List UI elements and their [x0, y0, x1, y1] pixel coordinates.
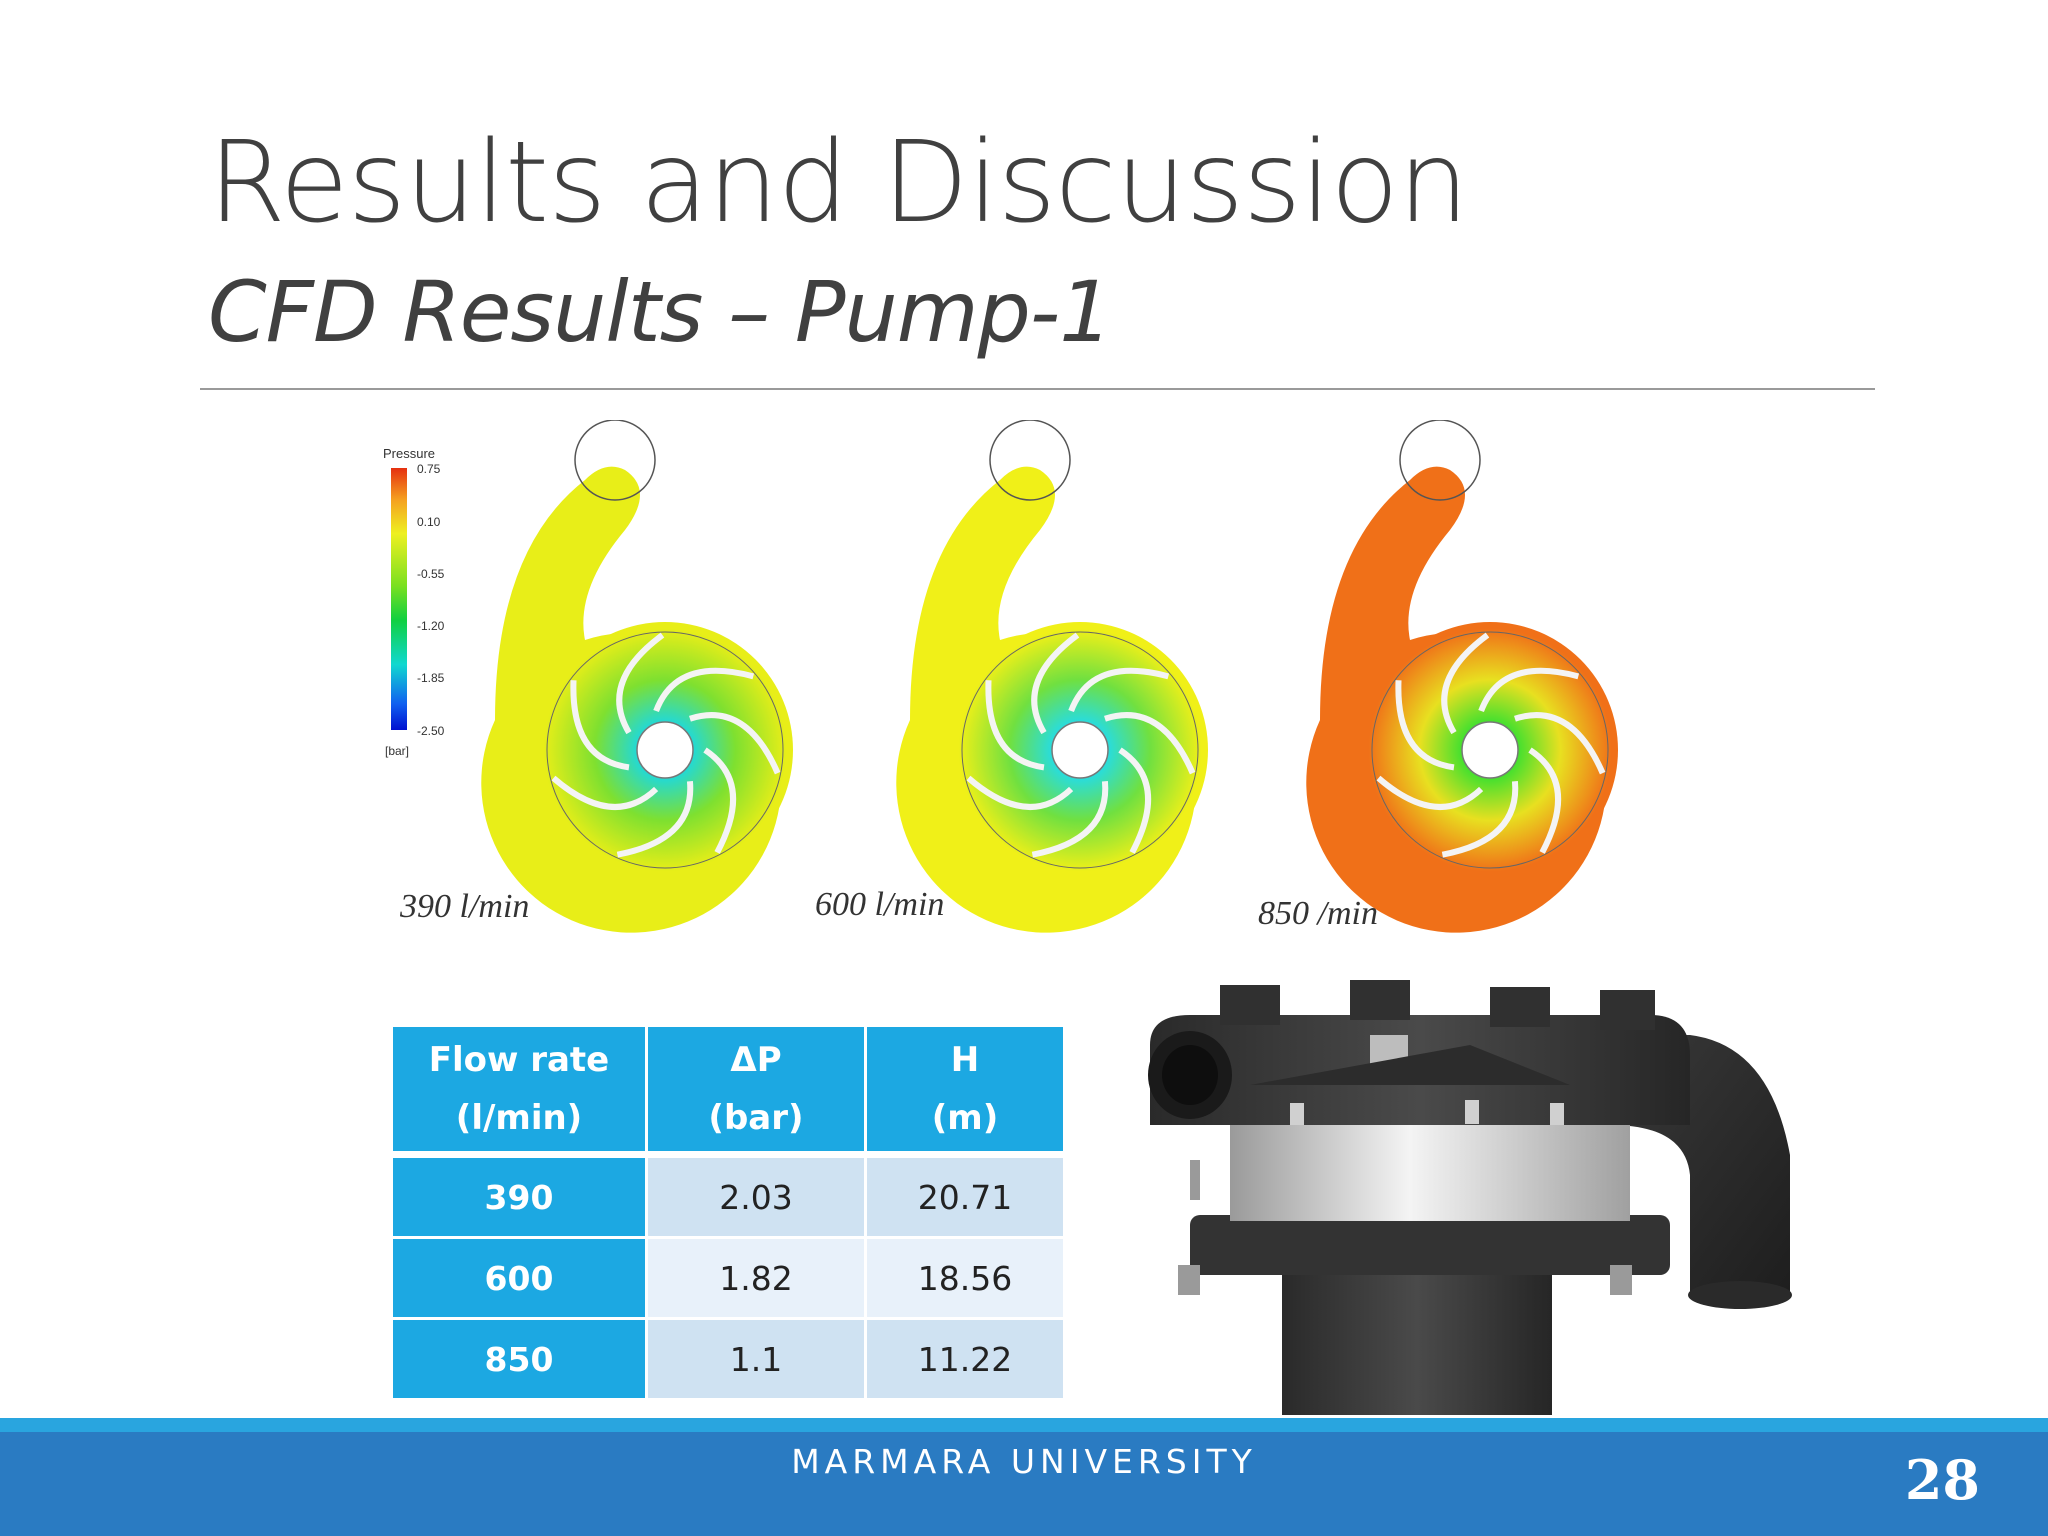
- legend-tick: -1.20: [417, 619, 445, 633]
- impeller-hub: [1461, 721, 1519, 779]
- impeller-blade: [966, 775, 1074, 810]
- impeller-blade: [1118, 747, 1152, 854]
- cfd-pressure-contours: [481, 420, 1618, 933]
- header-line: H: [950, 1040, 980, 1080]
- impeller-blade: [1031, 632, 1080, 735]
- cell-h: 20.71: [867, 1158, 1063, 1236]
- cell-dp: 1.82: [648, 1239, 864, 1317]
- impeller-blade: [1068, 667, 1170, 713]
- impeller-blade: [1031, 781, 1109, 858]
- impeller-hub: [1051, 721, 1109, 779]
- pressure-legend: Pressure 0.75 0.10 -0.55 -1.20 -1.85 -2.…: [383, 446, 473, 766]
- impeller-blade: [1441, 781, 1519, 858]
- table-row: 600 1.82 18.56: [393, 1239, 1063, 1317]
- slide-subtitle: CFD Results – Pump-1: [208, 263, 1113, 361]
- page-number: 28: [1904, 1448, 1980, 1512]
- impeller-blade: [1528, 747, 1562, 854]
- pump-render-image: [1148, 980, 1792, 1415]
- impeller-hub: [636, 721, 694, 779]
- impeller-blade: [985, 680, 1045, 771]
- impeller-blade: [689, 712, 781, 775]
- legend-tick: 0.75: [417, 462, 441, 476]
- outlet-circle: [989, 420, 1071, 501]
- outlet-circle: [574, 420, 656, 501]
- impeller-blade: [703, 747, 737, 854]
- legend-tick: 0.10: [417, 515, 441, 529]
- impeller-blade: [551, 775, 659, 810]
- cell-h: 11.22: [867, 1320, 1063, 1398]
- impeller-blade: [1514, 712, 1606, 775]
- impeller-blade: [1395, 680, 1455, 771]
- cfd-label-850: 850 /min: [1258, 895, 1378, 932]
- legend-unit: [bar]: [385, 744, 410, 758]
- table-row: 850 1.1 11.22: [393, 1320, 1063, 1398]
- impeller-blade: [1104, 712, 1196, 775]
- footer-stripe: [0, 1418, 2048, 1432]
- impeller-blade: [1441, 632, 1490, 735]
- volute-contour: [1306, 420, 1618, 933]
- legend-title: Pressure: [383, 446, 436, 461]
- cell-flow: 850: [393, 1320, 645, 1398]
- header-flow-rate: Flow rate (l/min): [393, 1027, 645, 1155]
- footer-institution: MARMARA UNIVERSITY: [791, 1442, 1257, 1481]
- title-divider: [200, 388, 1875, 390]
- cfd-label-600: 600 l/min: [815, 886, 945, 923]
- cell-flow: 600: [393, 1239, 645, 1317]
- legend-color-bar: [391, 468, 407, 730]
- volute-contour: [481, 420, 793, 933]
- impeller-outline: [546, 631, 784, 869]
- table-header-row: Flow rate (l/min) ΔP (bar) H (m): [393, 1027, 1063, 1155]
- impeller-blade: [1478, 667, 1580, 713]
- cfd-label-390: 390 l/min: [400, 888, 530, 925]
- footer-band: [0, 1418, 2048, 1536]
- impeller-blade: [616, 781, 694, 858]
- legend-tick: -1.85: [417, 671, 445, 685]
- impeller-outline: [1371, 631, 1609, 869]
- cell-flow: 390: [393, 1158, 645, 1236]
- volute-contour: [896, 420, 1208, 933]
- header-line: (l/min): [455, 1098, 583, 1138]
- outlet-circle: [1399, 420, 1481, 501]
- impeller-blade: [1376, 775, 1484, 810]
- impeller-outline: [961, 631, 1199, 869]
- header-line: Flow rate: [428, 1040, 610, 1080]
- impeller-blade: [570, 680, 630, 771]
- impeller-blade: [653, 667, 755, 713]
- legend-tick: -2.50: [417, 724, 445, 738]
- legend-tick: -0.55: [417, 567, 445, 581]
- results-table: Flow rate (l/min) ΔP (bar) H (m) 390 2.0…: [390, 1024, 1066, 1401]
- header-delta-p: ΔP (bar): [648, 1027, 864, 1155]
- header-line: ΔP: [730, 1040, 782, 1080]
- header-line: (m): [931, 1098, 999, 1138]
- impeller-blade: [616, 632, 665, 735]
- slide-title: Results and Discussion: [208, 118, 1469, 248]
- table-row: 390 2.03 20.71: [393, 1158, 1063, 1236]
- cell-h: 18.56: [867, 1239, 1063, 1317]
- cell-dp: 1.1: [648, 1320, 864, 1398]
- cell-dp: 2.03: [648, 1158, 864, 1236]
- header-head: H (m): [867, 1027, 1063, 1155]
- header-line: (bar): [708, 1098, 804, 1138]
